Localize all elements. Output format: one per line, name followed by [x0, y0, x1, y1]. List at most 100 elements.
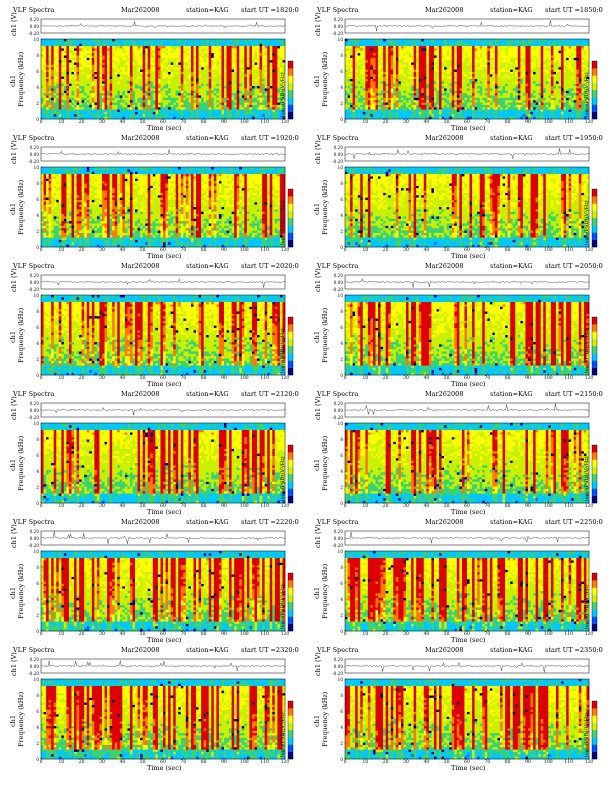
x-tick-label: 110: [562, 376, 576, 381]
x-tick-label: 40: [115, 632, 129, 637]
colorbar-frame: [591, 60, 598, 120]
y-tick-label: 4: [331, 85, 343, 90]
spectrogram-svg: [344, 146, 598, 248]
x-tick-label: 30: [95, 760, 109, 765]
spectrogram-cells: [41, 295, 286, 376]
ch1-tick-label: -0.20: [331, 543, 343, 548]
colorbar-segment: [592, 346, 597, 354]
ch1-axis-label: ch1 (V): [10, 396, 18, 420]
colorbar-label: log₁₀(PSD)(V²/Hz): [279, 584, 287, 629]
x-tick-label: 110: [562, 248, 576, 253]
ch1-trace-frame: [40, 274, 286, 290]
ch1-trace-frame: [40, 402, 286, 418]
colorbar-segment: [288, 90, 293, 98]
panel-start-ut: start UT =1850:0: [545, 6, 603, 14]
colorbar-segment: [592, 730, 597, 738]
ch1-tick-label: -0.20: [331, 415, 343, 420]
x-axis-label: Time (sec): [147, 252, 181, 260]
panel-title-prefix: VLF Spectra: [317, 390, 358, 398]
spectrogram-svg: [344, 274, 598, 376]
ch1-axis-label: ch1 (V): [10, 268, 18, 292]
x-tick-label: 120: [582, 504, 596, 509]
x-tick-label: 50: [440, 376, 454, 381]
x-tick-label: 100: [541, 376, 555, 381]
colorbar-segment: [592, 715, 597, 723]
panel-start-ut: start UT =1820:0: [241, 6, 299, 14]
x-tick-label: 90: [217, 248, 231, 253]
x-tick-label: 10: [358, 760, 372, 765]
y-tick-label: 8: [331, 565, 343, 570]
y-axis-channel-label: ch1: [9, 331, 17, 343]
y-axis-channel-label: ch1: [9, 75, 17, 87]
x-tick-label: 20: [379, 248, 393, 253]
colorbar-segment: [288, 594, 293, 603]
x-tick-label: 20: [379, 120, 393, 125]
ch1-trace-frame: [40, 146, 286, 162]
x-tick-label: 10: [358, 376, 372, 381]
ch1-tick-label: 0.00: [331, 24, 343, 29]
x-tick-label: 60: [156, 120, 170, 125]
panel-start-ut: start UT =2020:0: [241, 262, 299, 270]
panel-title-prefix: VLF Spectra: [13, 6, 54, 14]
y-tick-label: 10: [331, 549, 343, 554]
x-tick-label: 60: [460, 376, 474, 381]
colorbar-segment: [288, 488, 293, 496]
colorbar-segment: [592, 722, 597, 731]
x-tick-label: 100: [541, 632, 555, 637]
panel-station: station=KAG: [186, 646, 229, 654]
x-tick-label: 0: [338, 120, 352, 125]
x-tick-label: 110: [562, 760, 576, 765]
x-tick-label: 80: [501, 632, 515, 637]
x-tick-label: 100: [541, 504, 555, 509]
colorbar-segment: [288, 701, 293, 709]
colorbar-segment: [288, 623, 293, 632]
x-tick-label: 50: [136, 760, 150, 765]
colorbar-segment: [288, 587, 293, 595]
ch1-tick-label: 0.20: [331, 401, 343, 406]
x-axis-label: Time (sec): [147, 636, 181, 644]
panel-title-prefix: VLF Spectra: [13, 646, 54, 654]
ch1-trace-line: [40, 278, 286, 288]
y-tick-label: 0: [331, 629, 343, 634]
y-tick-label: 6: [27, 69, 39, 74]
x-tick-label: 70: [176, 248, 190, 253]
spectrogram-panel: VLF Spectra Mar262008 station=KAG start UT …: [8, 390, 299, 516]
x-axis-label: Time (sec): [451, 764, 485, 772]
ch1-trace-line: [40, 407, 286, 416]
panel-title-prefix: VLF Spectra: [317, 134, 358, 142]
colorbar-frame: [591, 572, 598, 632]
x-tick-label: 100: [237, 632, 251, 637]
ch1-axis-label: ch1 (V): [314, 652, 322, 676]
ch1-tick-label: 0.20: [27, 273, 39, 278]
x-tick-label: 80: [501, 504, 515, 509]
y-axis-channel-label: ch1: [313, 331, 321, 343]
y-tick-label: 4: [27, 85, 39, 90]
y-tick-label: 2: [331, 229, 343, 234]
y-tick-label: 6: [331, 709, 343, 714]
y-axis-label: Frequency (kHz): [321, 52, 329, 107]
x-tick-label: 110: [258, 248, 272, 253]
ch1-axis-label: ch1 (V): [314, 140, 322, 164]
x-tick-label: 20: [75, 248, 89, 253]
y-tick-label: 4: [331, 725, 343, 730]
spectrogram-cells: [345, 679, 590, 760]
y-tick-label: 6: [27, 453, 39, 458]
spectrogram-cells: [41, 679, 286, 760]
y-axis-label: Frequency (kHz): [321, 180, 329, 235]
x-tick-label: 0: [338, 632, 352, 637]
colorbar-segment: [592, 203, 597, 211]
ch1-tick-label: 0.20: [331, 145, 343, 150]
x-tick-label: 40: [115, 760, 129, 765]
colorbar-segment: [592, 708, 597, 716]
x-tick-label: 80: [197, 120, 211, 125]
panel-start-ut: start UT =2250:0: [545, 518, 603, 526]
y-tick-label: 8: [331, 309, 343, 314]
x-tick-label: 40: [115, 248, 129, 253]
panel-station: station=KAG: [490, 6, 533, 14]
y-tick-label: 6: [27, 197, 39, 202]
colorbar-segment: [592, 225, 597, 233]
y-tick-label: 6: [331, 453, 343, 458]
x-axis-label: Time (sec): [147, 508, 181, 516]
x-tick-label: 100: [237, 504, 251, 509]
ch1-tick-label: 0.00: [27, 152, 39, 157]
